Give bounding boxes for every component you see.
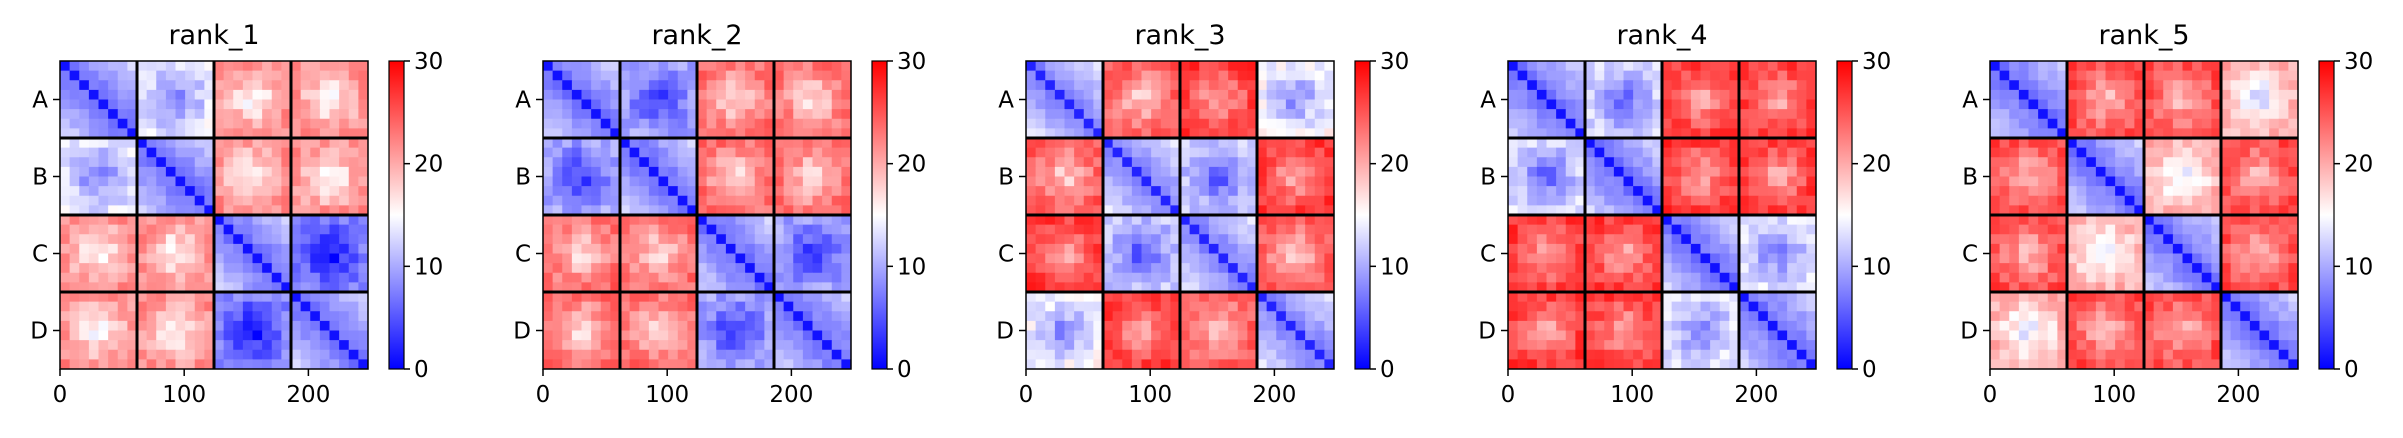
y-tick-label: D [513,319,531,345]
y-tick-label: C [1962,242,1978,268]
heatmap-cells [1508,61,1817,370]
y-tick-label: B [1962,165,1978,191]
x-tick-label: 200 [1252,382,1296,408]
heatmap-panel-4: rank_4 A B C D 0 100 200 0 10 20 30 [1478,20,1891,408]
y-tick-label: A [32,88,48,114]
x-tick-label: 200 [769,382,813,408]
axes-frame [59,60,369,370]
colorbar-tick-label: 30 [1380,49,1409,75]
x-tick-label: 100 [1128,382,1172,408]
chart-title: rank_1 [168,20,259,51]
y-tick-label: D [30,319,48,345]
y-tick-label: C [998,242,1014,268]
heatmap-panel-5: rank_5 A B C D 0 100 200 0 10 20 30 [1960,20,2373,408]
y-tick-label: C [515,242,531,268]
y-tick-label: A [515,88,531,114]
axes-frame [1507,60,1817,370]
x-tick-label: 0 [1501,382,1516,408]
colorbar [1836,60,1853,370]
x-tick-label: 100 [645,382,689,408]
x-tick-label: 100 [2092,382,2136,408]
heatmap-cells [543,61,852,370]
chart-title: rank_2 [651,20,742,51]
heatmap-cells [60,61,369,370]
heatmap-cells [1990,61,2299,370]
x-tick-label: 0 [1019,382,1034,408]
x-tick-label: 0 [53,382,68,408]
y-tick-label: A [1962,88,1978,114]
colorbar-tick-label: 20 [1862,152,1891,178]
axes-frame [1025,60,1335,370]
colorbar-tick-label: 10 [414,254,443,280]
y-tick-label: C [32,242,48,268]
colorbar [871,60,888,370]
heatmap-panel-2: rank_2 A B C D 0 100 200 0 10 20 30 [513,20,926,408]
chart-title: rank_5 [2098,20,2189,51]
colorbar-tick-label: 30 [2344,49,2373,75]
axes-frame [1989,60,2299,370]
y-tick-label: A [1480,88,1496,114]
colorbar [388,60,405,370]
y-tick-label: A [998,88,1014,114]
colorbar-tick-label: 30 [897,49,926,75]
y-tick-label: D [1478,319,1496,345]
y-tick-label: B [1480,165,1496,191]
colorbar-tick-label: 30 [1862,49,1891,75]
colorbar [1354,60,1371,370]
x-tick-label: 0 [1983,382,1998,408]
x-tick-label: 200 [1734,382,1778,408]
y-tick-label: D [1960,319,1978,345]
colorbar-tick-label: 0 [414,357,429,383]
y-tick-label: C [1480,242,1496,268]
y-tick-label: B [515,165,531,191]
x-tick-label: 100 [1610,382,1654,408]
colorbar-tick-label: 0 [897,357,912,383]
x-tick-label: 100 [162,382,206,408]
axes-frame [542,60,852,370]
chart-title: rank_4 [1616,20,1707,51]
heatmap-panel-3: rank_3 A B C D 0 100 200 0 10 20 30 [996,20,1409,408]
heatmap-panel-1: rank_1 A B C D 0 100 200 0 10 20 30 [30,20,443,408]
chart-title: rank_3 [1134,20,1225,51]
colorbar-tick-label: 30 [414,49,443,75]
colorbar-tick-label: 0 [1380,357,1395,383]
x-tick-label: 0 [536,382,551,408]
x-tick-label: 200 [2216,382,2260,408]
y-tick-label: B [32,165,48,191]
colorbar [2318,60,2335,370]
colorbar-tick-label: 20 [1380,152,1409,178]
colorbar-tick-label: 20 [414,152,443,178]
colorbar-tick-label: 10 [1380,254,1409,280]
x-tick-label: 200 [286,382,330,408]
colorbar-tick-label: 10 [897,254,926,280]
colorbar-tick-label: 10 [1862,254,1891,280]
colorbar-tick-label: 0 [2344,357,2359,383]
colorbar-tick-label: 10 [2344,254,2373,280]
y-tick-label: B [998,165,1014,191]
colorbar-tick-label: 20 [897,152,926,178]
colorbar-tick-label: 0 [1862,357,1877,383]
colorbar-tick-label: 20 [2344,152,2373,178]
heatmap-cells [1026,61,1335,370]
y-tick-label: D [996,319,1014,345]
